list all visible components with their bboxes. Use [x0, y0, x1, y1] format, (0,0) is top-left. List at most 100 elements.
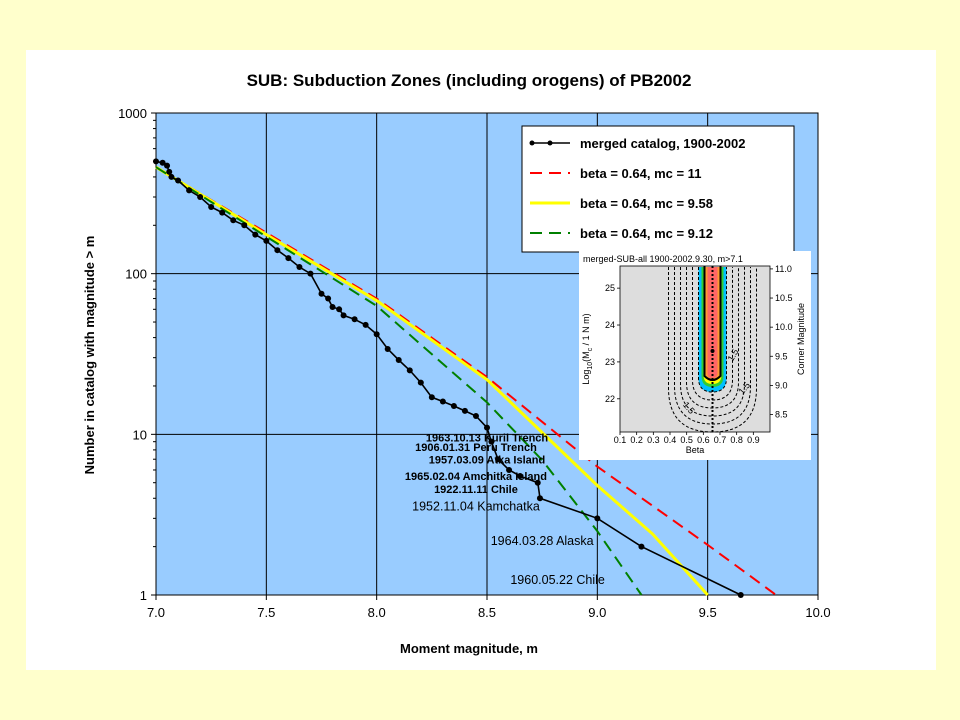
data-point — [594, 515, 601, 522]
inset-right-tick-label: 10.0 — [775, 322, 793, 332]
data-point — [517, 473, 524, 480]
x-tick-label: 8.5 — [478, 605, 496, 620]
data-point — [472, 413, 479, 420]
series-layer — [153, 158, 777, 598]
inset-right-tick-label: 9.5 — [775, 351, 788, 361]
data-point — [395, 357, 402, 364]
data-point — [340, 312, 347, 319]
inset-right-tick-label: 10.5 — [775, 293, 793, 303]
event-annotation: 1963.10.13 Kuril Trench — [426, 433, 549, 445]
chart-svg: SUB: Subduction Zones (including orogens… — [82, 71, 831, 656]
inset-x-tick-label: 0.6 — [697, 435, 710, 445]
data-point — [461, 407, 468, 414]
data-point — [417, 379, 424, 386]
data-point — [638, 543, 645, 550]
data-point — [208, 203, 215, 210]
plot-border — [155, 112, 819, 596]
inset-x-tick-label: 0.3 — [647, 435, 660, 445]
data-point — [318, 290, 325, 297]
y-tick-label: 100 — [125, 267, 147, 282]
inset-x-tick-label: 0.4 — [664, 435, 677, 445]
data-point — [164, 162, 171, 169]
data-point — [153, 158, 159, 165]
data-point — [166, 168, 173, 175]
data-point — [336, 306, 343, 313]
event-annotation: 1964.03.28 Alaska — [491, 534, 594, 548]
inset-y-label-left: Log10(Mc / 1 N m) — [581, 313, 594, 384]
legend-marker — [547, 140, 553, 146]
inset-x-tick-label: 0.9 — [747, 435, 760, 445]
data-point — [296, 264, 303, 271]
chart-panel: SUB: Subduction Zones (including orogens… — [26, 50, 936, 670]
data-point — [175, 177, 182, 184]
legend-label-1: beta = 0.64, mc = 11 — [580, 166, 701, 181]
legend: merged catalog, 1900-2002 beta = 0.64, mc… — [521, 125, 795, 253]
inset-right-tick-label: 8.5 — [775, 410, 788, 420]
inset-y-tick-label: 25 — [605, 283, 615, 293]
legend-label-2: beta = 0.64, mc = 9.58 — [580, 196, 713, 211]
data-point — [384, 345, 391, 352]
data-point — [495, 456, 502, 463]
inset-contour-plot: merged-SUB-all 1900-2002.9.30, m>7.11.51… — [579, 251, 811, 460]
data-point — [325, 295, 332, 302]
data-point — [484, 424, 490, 431]
data-point — [362, 321, 369, 328]
x-tick-label: 7.5 — [257, 605, 275, 620]
legend-label-3: beta = 0.64, mc = 9.12 — [580, 226, 713, 241]
data-point — [252, 231, 259, 238]
legend-label-0: merged catalog, 1900-2002 — [580, 136, 745, 151]
inset-title: merged-SUB-all 1900-2002.9.30, m>7.1 — [583, 254, 743, 264]
data-point — [159, 159, 166, 166]
inset-x-tick-label: 0.7 — [714, 435, 727, 445]
x-tick-label: 9.5 — [699, 605, 717, 620]
event-annotation: 1922.11.11 Chile — [434, 484, 518, 496]
inset-y-tick-label: 24 — [605, 320, 615, 330]
data-point — [274, 247, 281, 254]
inset-x-tick-label: 0.1 — [614, 435, 627, 445]
inset-y-tick-label: 23 — [605, 357, 615, 367]
data-point — [241, 222, 248, 229]
data-point — [307, 270, 314, 277]
y-tick-label: 1 — [140, 588, 147, 603]
inset-y-label-right: Corner Magnitude — [796, 303, 806, 375]
inset-x-tick-label: 0.5 — [680, 435, 693, 445]
data-point — [450, 403, 457, 410]
event-annotation: 1906.01.31 Peru Trench — [415, 442, 537, 454]
data-point — [488, 438, 495, 445]
axes: 7.0 7.5 8.0 8.5 9.0 9.5 10.0 1 10 100 1000 — [118, 106, 831, 620]
data-point — [351, 316, 358, 323]
data-point — [168, 173, 175, 180]
x-axis-label: Moment magnitude, m — [400, 641, 538, 656]
inset-x-label: Beta — [686, 445, 705, 455]
series-line-2 — [155, 165, 709, 597]
event-annotation: 1960.05.22 Chile — [510, 573, 605, 587]
data-point — [737, 592, 744, 598]
chart-title: SUB: Subduction Zones (including orogens… — [247, 71, 692, 90]
inset-y-tick-label: 22 — [605, 394, 615, 404]
data-point — [329, 304, 336, 311]
series-line-1 — [155, 166, 777, 596]
x-tick-label: 9.0 — [588, 605, 606, 620]
event-annotation: 1965.02.04 Amchitka Island — [405, 471, 547, 483]
data-point — [534, 479, 541, 486]
legend-marker — [529, 140, 535, 146]
inset-right-tick-label: 11.0 — [775, 264, 792, 274]
y-tick-label: 10 — [133, 427, 147, 442]
y-tick-label: 1000 — [118, 106, 147, 121]
event-annotation: 1952.11.04 Kamchatka — [412, 500, 540, 514]
y-axis-label: Number in catalog with magnitude > m — [82, 236, 97, 475]
series-line-3 — [155, 166, 643, 596]
data-point — [263, 237, 270, 244]
x-tick-label: 10.0 — [805, 605, 830, 620]
data-point — [219, 209, 226, 216]
inset-best-fit-point — [710, 349, 715, 353]
x-tick-label: 8.0 — [368, 605, 386, 620]
inset-x-tick-label: 0.8 — [730, 435, 743, 445]
data-point — [230, 217, 237, 224]
x-tick-label: 7.0 — [147, 605, 165, 620]
data-point — [186, 187, 193, 194]
inset-x-tick-label: 0.2 — [630, 435, 643, 445]
inset-right-tick-label: 9.0 — [775, 380, 788, 390]
data-point — [428, 394, 435, 401]
